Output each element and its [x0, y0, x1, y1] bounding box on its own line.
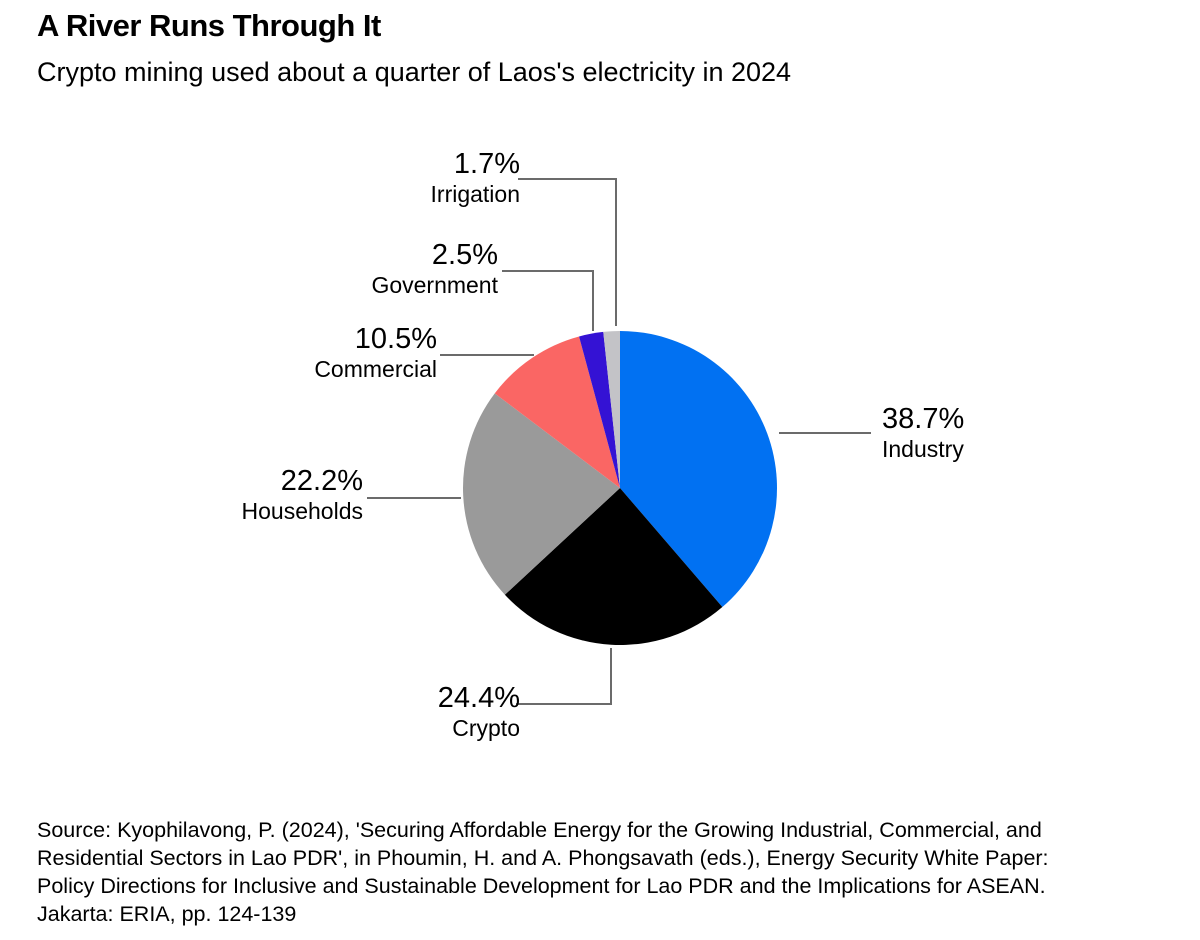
- callout-industry: 38.7% Industry: [882, 403, 964, 462]
- callout-households: 22.2% Households: [242, 465, 363, 524]
- pie-chart-area: 1.7% Irrigation 2.5% Government 10.5% Co…: [0, 110, 1200, 800]
- callout-commercial: 10.5% Commercial: [314, 323, 437, 382]
- slice-value-irrigation: 1.7%: [453, 148, 520, 180]
- callout-crypto: 24.4% Crypto: [438, 682, 520, 741]
- pie-slice-crypto: [504, 488, 723, 645]
- callout-irrigation: 1.7% Irrigation: [431, 148, 520, 207]
- leader-line-irrigation-v: [615, 178, 617, 326]
- slice-name-commercial: Commercial: [314, 356, 437, 382]
- slice-name-households: Households: [241, 498, 363, 524]
- source-line-4: Jakarta: ERIA, pp. 124-139: [37, 902, 297, 926]
- slice-value-crypto: 24.4%: [437, 682, 520, 714]
- slice-name-government: Government: [371, 272, 498, 298]
- slice-value-commercial: 10.5%: [354, 323, 437, 355]
- leader-line-government-v: [592, 270, 594, 331]
- chart-subtitle: Crypto mining used about a quarter of La…: [37, 57, 792, 87]
- pie-slice-industry: [620, 331, 777, 608]
- chart-title: A River Runs Through It: [37, 8, 381, 43]
- source-line-3: Policy Directions for Inclusive and Sust…: [37, 874, 1046, 898]
- pie-slice-households: [463, 393, 620, 595]
- source-line-2: Residential Sectors in Lao PDR', in Phou…: [37, 846, 1049, 870]
- leader-line-crypto-h: [516, 703, 612, 705]
- source-note: Source: Kyophilavong, P. (2024), 'Securi…: [37, 816, 1049, 928]
- slice-value-industry: 38.7%: [882, 403, 965, 435]
- leader-line-industry-h: [779, 432, 871, 434]
- leader-line-irrigation-h: [518, 178, 617, 180]
- pie-slice-government: [579, 331, 620, 488]
- leader-line-households-h: [367, 497, 461, 499]
- pie-slice-irrigation: [603, 331, 620, 488]
- slice-value-households: 22.2%: [280, 465, 363, 497]
- leader-line-government-h: [502, 270, 594, 272]
- leader-line-commercial-h: [440, 354, 534, 356]
- pie-slice-commercial: [494, 336, 620, 488]
- callout-government: 2.5% Government: [371, 239, 498, 298]
- pie: [463, 331, 777, 645]
- slice-value-government: 2.5%: [431, 239, 498, 271]
- leader-line-crypto-v: [610, 648, 612, 705]
- slice-name-irrigation: Irrigation: [430, 181, 520, 207]
- slice-name-industry: Industry: [882, 436, 964, 462]
- source-line-1: Source: Kyophilavong, P. (2024), 'Securi…: [37, 818, 1042, 842]
- slice-name-crypto: Crypto: [452, 715, 520, 741]
